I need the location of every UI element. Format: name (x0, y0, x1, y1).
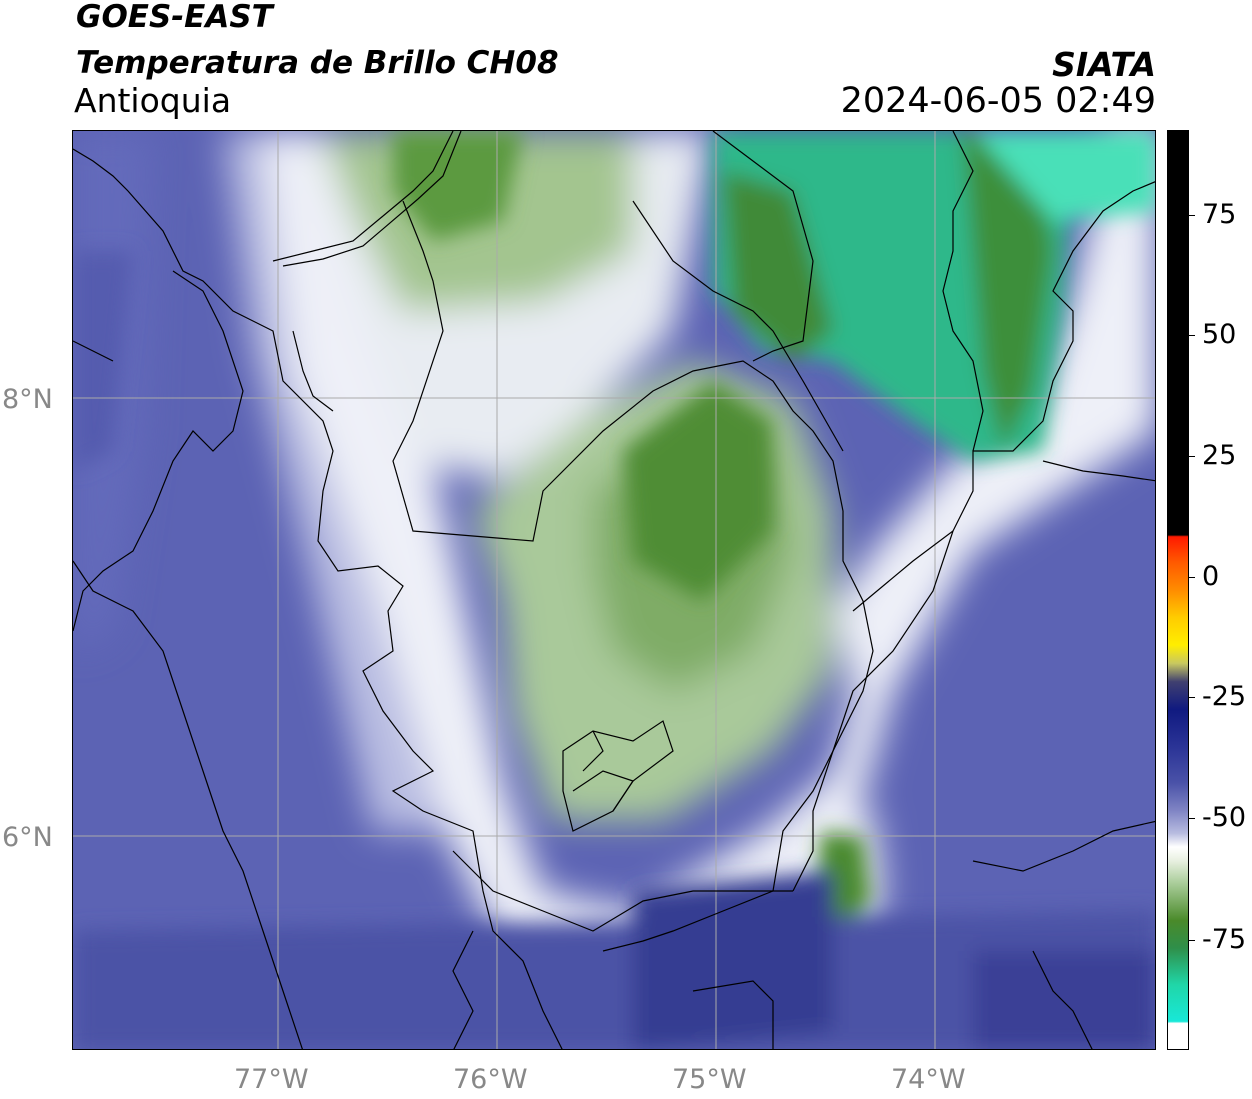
colorbar-label-minus50: -50 (1202, 802, 1247, 833)
colorbar-label-25: 25 (1202, 440, 1237, 471)
lat-tick-6n: 6°N (2, 822, 53, 853)
region-label: Antioquia (74, 81, 232, 120)
colorbar-label-50: 50 (1202, 319, 1237, 350)
lon-tick-75w: 75°W (672, 1064, 747, 1095)
brightness-temperature-map[interactable] (72, 130, 1156, 1050)
colorbar-tick (1189, 818, 1195, 819)
colorbar-label-0: 0 (1202, 561, 1220, 592)
product-title: Temperatura de Brillo CH08 (76, 45, 559, 81)
colorbar-tick (1189, 456, 1195, 457)
lon-tick-74w: 74°W (891, 1064, 966, 1095)
colorbar-label-75: 75 (1202, 199, 1237, 230)
colorbar-tick (1189, 697, 1195, 698)
temperature-colorbar (1167, 130, 1189, 1050)
colorbar-tick (1189, 940, 1195, 941)
lat-tick-8n: 8°N (2, 384, 53, 415)
colorbar-tick (1189, 335, 1195, 336)
boundaries (73, 131, 1155, 1049)
lon-tick-76w: 76°W (453, 1064, 528, 1095)
lon-tick-77w: 77°W (234, 1064, 309, 1095)
colorbar-label-minus25: -25 (1202, 681, 1247, 712)
colorbar-tick (1189, 215, 1195, 216)
organization-label: SIATA (1052, 45, 1156, 84)
satellite-title: GOES-EAST (76, 0, 273, 35)
colorbar-label-minus75: -75 (1202, 924, 1247, 955)
graticule (73, 131, 1155, 1049)
colorbar-tick (1189, 577, 1195, 578)
datetime-label: 2024-06-05 02:49 (840, 81, 1156, 121)
